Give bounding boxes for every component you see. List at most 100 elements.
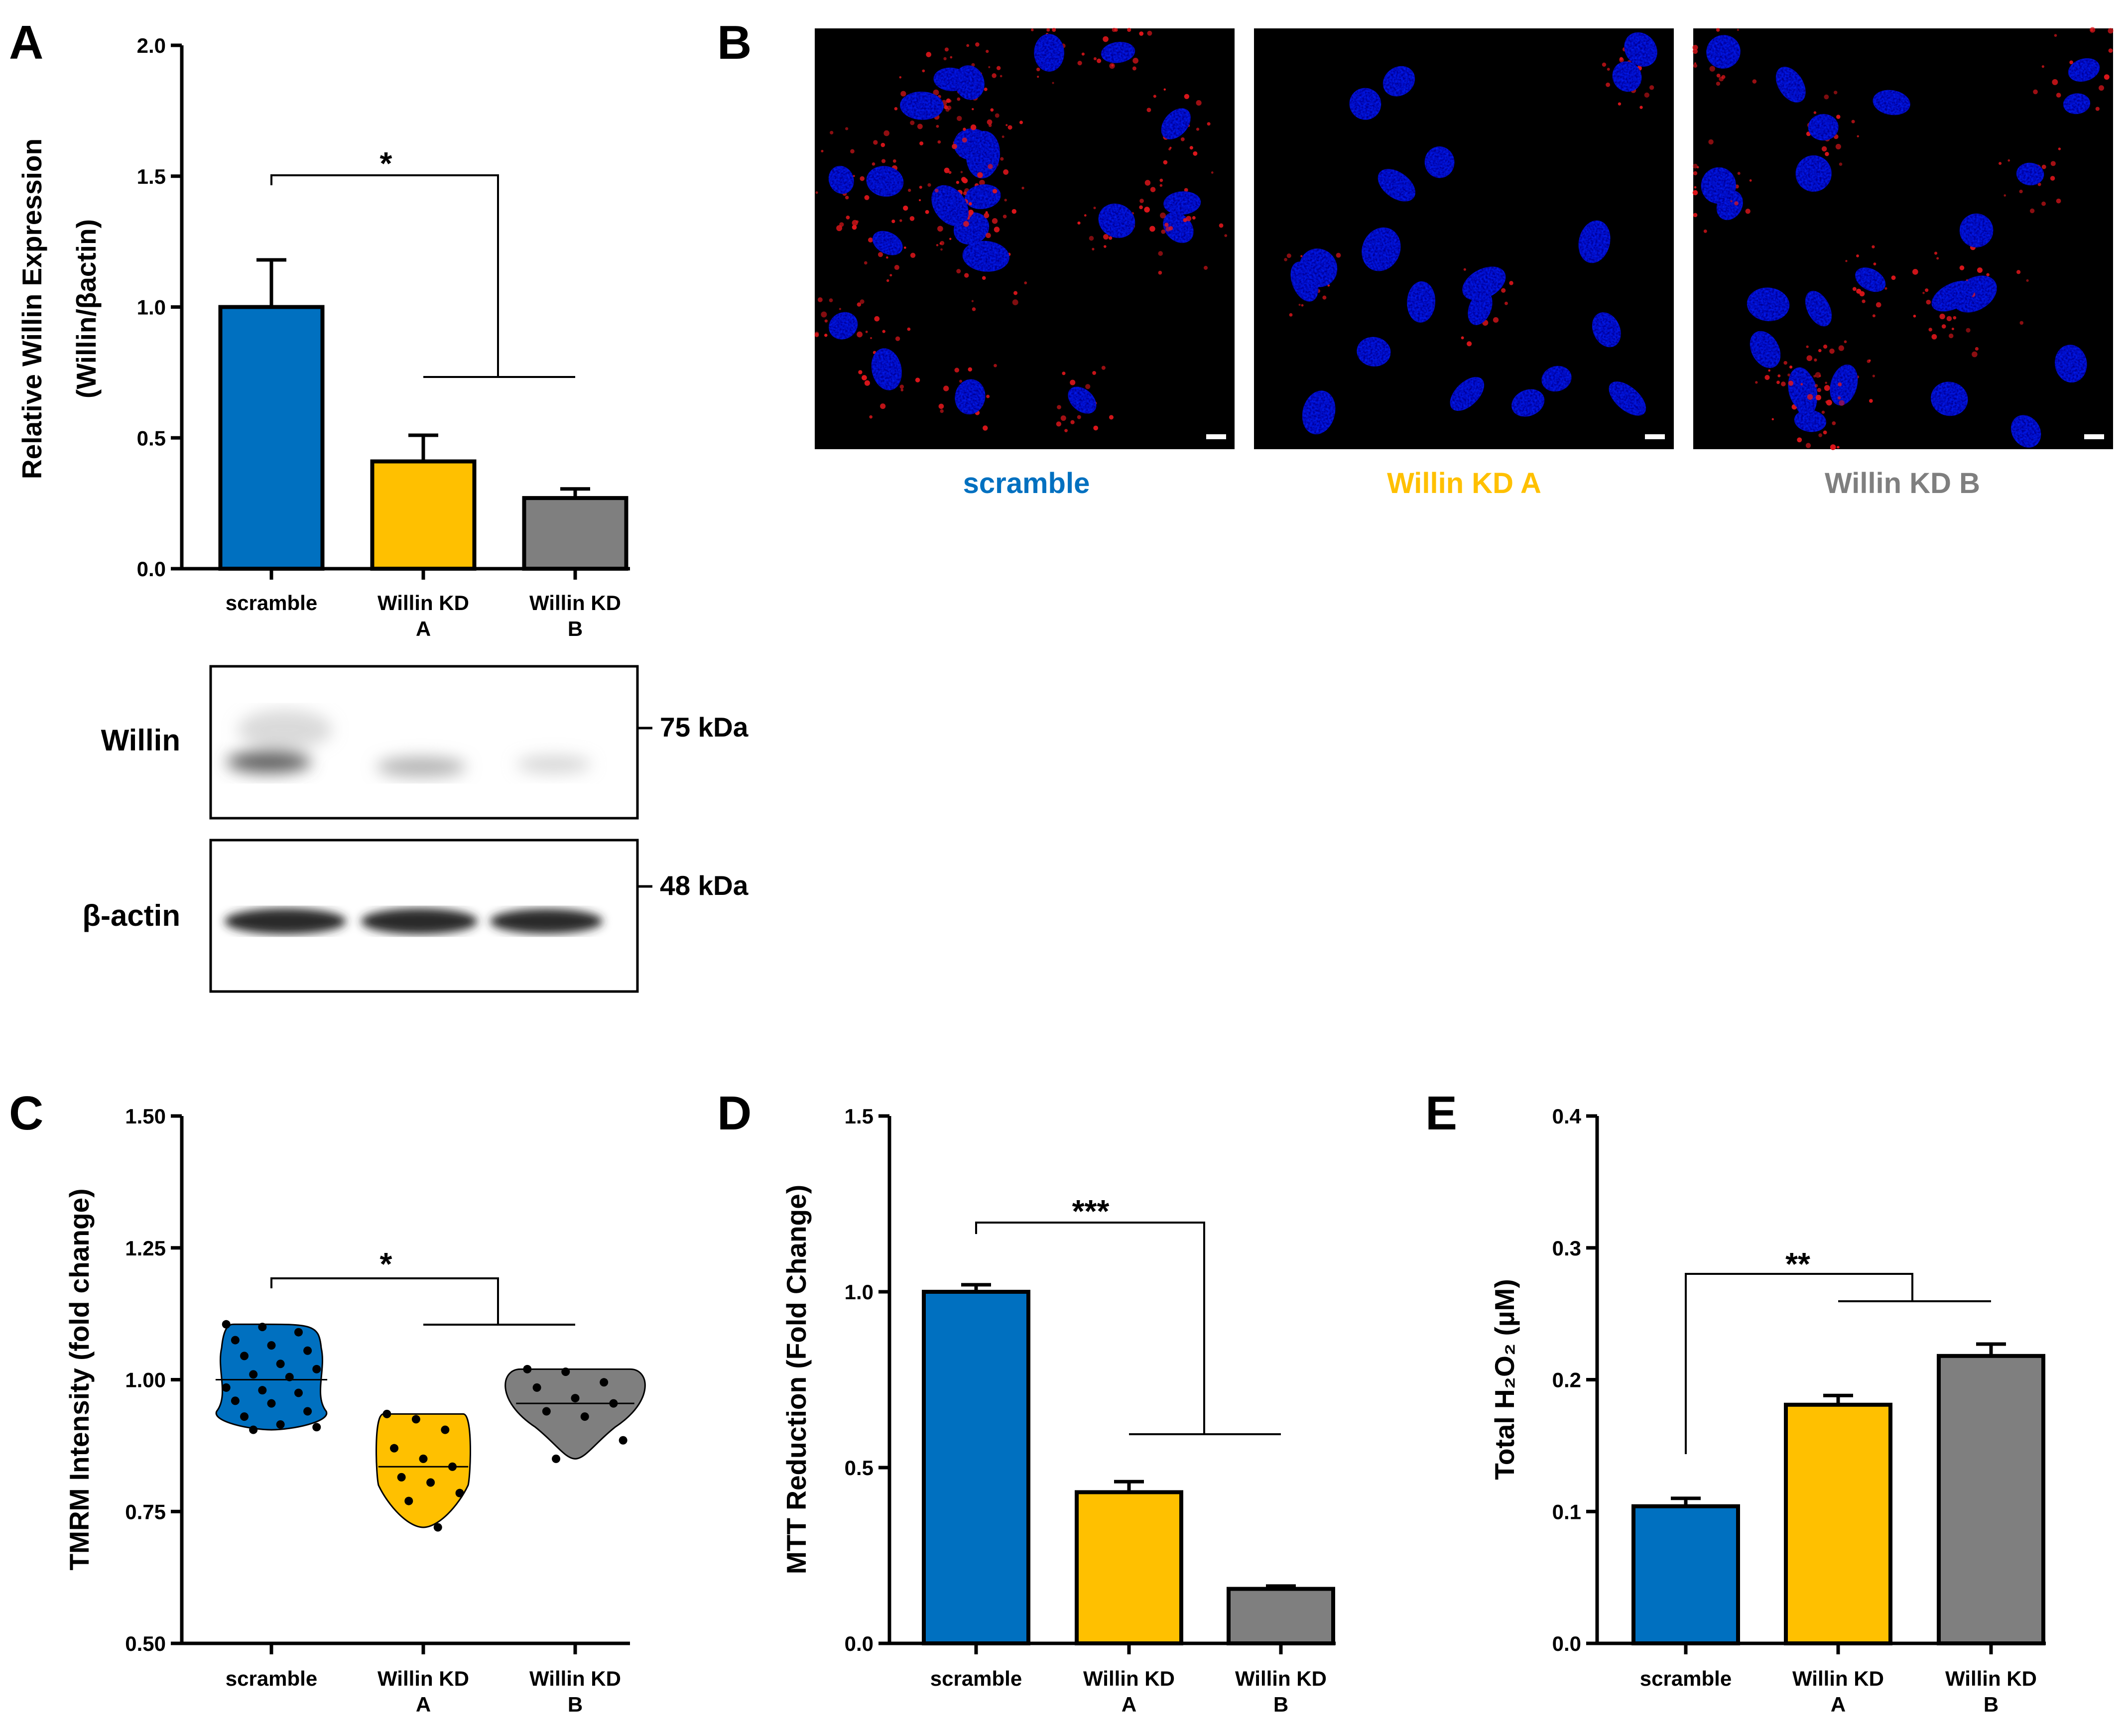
mitochondria-speck <box>1092 248 1095 250</box>
mitochondria-speck <box>1012 299 1018 306</box>
charte-category-sublabel: B <box>1984 1693 1999 1716</box>
charta-y-tick-label: 1.0 <box>137 296 166 319</box>
chartd-y-tick-label: 1.5 <box>845 1105 874 1128</box>
nucleus <box>866 166 904 197</box>
mitochondria-speck <box>926 52 932 57</box>
chartc-data-point <box>222 1383 231 1392</box>
actin-bands <box>225 908 603 934</box>
mitochondria-speck <box>1852 287 1857 291</box>
nucleus <box>1578 220 1611 263</box>
mitochondria-speck <box>824 319 828 323</box>
nucleus <box>828 166 854 194</box>
chartc-violin <box>504 1368 646 1460</box>
mitochondria-speck <box>1111 64 1114 67</box>
nucleus <box>1805 291 1832 327</box>
mitochondria-speck <box>956 269 961 274</box>
mitochondria-speck <box>1089 236 1094 241</box>
mitochondria-speck <box>910 252 916 258</box>
mitochondria-speck <box>1467 341 1472 347</box>
nucleus <box>1794 410 1827 432</box>
mitochondria-speck <box>2052 79 2058 85</box>
chartc-data-point <box>600 1378 609 1387</box>
mitochondria-speck <box>963 191 967 195</box>
mitochondria-speck <box>1856 254 1859 257</box>
chartd-bar <box>1075 1490 1183 1645</box>
mitochondria-speck <box>963 221 969 227</box>
mitochondria-speck <box>1817 388 1822 392</box>
mitochondria-speck <box>957 97 961 101</box>
mitochondria-speck <box>996 66 1001 70</box>
nucleus <box>1101 42 1135 63</box>
mitochondria-speck <box>839 222 844 227</box>
mitochondria-speck <box>1787 373 1791 376</box>
mitochondria-speck <box>829 298 833 302</box>
actin-row-label: β-actin <box>82 899 180 932</box>
mitochondria-speck <box>1941 324 1946 329</box>
chartc-sig-stars: * <box>380 1246 392 1282</box>
mitochondria-speck <box>983 425 988 431</box>
mitochondria-speck <box>1144 207 1150 213</box>
charte-sig-stars: ** <box>1785 1246 1810 1282</box>
mitochondria-speck <box>1004 199 1007 202</box>
mitochondria-speck <box>1189 146 1193 150</box>
mitochondria-speck <box>1300 255 1303 257</box>
charta-category-label: Willin KD <box>377 591 469 615</box>
mitochondria-speck <box>1819 375 1821 377</box>
panel-a-letter: A <box>9 16 43 69</box>
marker-75-label: 75 kDa <box>660 712 749 743</box>
mitochondria-speck <box>860 299 865 304</box>
charte-category-label: Willin KD <box>1945 1667 2037 1690</box>
mitochondria-speck <box>870 337 873 339</box>
mitochondria-speck <box>864 195 870 200</box>
mitochondria-speck <box>1836 115 1841 119</box>
mitochondria-speck <box>992 189 998 194</box>
mitochondria-speck <box>899 219 902 222</box>
mitochondria-speck <box>1180 137 1185 141</box>
mitochondria-speck <box>2037 182 2041 186</box>
mitochondria-speck <box>2029 208 2035 214</box>
mitochondria-speck <box>1815 394 1821 400</box>
mitochondria-speck <box>821 311 827 318</box>
mitochondria-speck <box>1024 281 1027 284</box>
chartc-data-point <box>455 1488 464 1497</box>
mitochondria-speck <box>1925 288 1929 292</box>
mitochondria-speck <box>880 403 886 409</box>
mitochondria-speck <box>949 238 952 240</box>
mitochondria-speck <box>1716 28 1720 32</box>
chartc-data-point <box>382 1409 391 1418</box>
mitochondria-speck <box>1876 302 1881 308</box>
charta-bar <box>522 496 628 571</box>
chartc-y-tick-label: 1.50 <box>125 1105 166 1128</box>
mitochondria-speck <box>1696 166 1699 169</box>
mitochondria-speck <box>943 57 947 61</box>
mitochondria-speck <box>1160 212 1166 219</box>
mitochondria-speck <box>1776 380 1780 384</box>
mitochondria-speck <box>1644 92 1650 98</box>
mitochondria-speck <box>1939 313 1945 320</box>
chartc-data-point <box>433 1523 442 1532</box>
mitochondria-speck <box>957 116 962 121</box>
chartc-data-point <box>294 1328 303 1337</box>
chartd-y-tick-label: 0.5 <box>845 1456 874 1480</box>
charte-y-axis-label: Total H₂O₂ (µM) <box>1489 1279 1520 1480</box>
mitochondria-speck <box>1781 381 1786 386</box>
mitochondria-speck <box>1159 184 1163 187</box>
mitochondria-speck <box>2026 279 2029 282</box>
mitochondria-speck <box>824 334 828 337</box>
mitochondria-speck <box>1716 81 1721 86</box>
charta-bar <box>370 459 477 571</box>
mitochondria-speck <box>2104 74 2110 80</box>
mitochondria-speck <box>1097 58 1102 63</box>
mitochondria-speck <box>2003 194 2006 197</box>
mitochondria-speck <box>1872 374 1875 377</box>
mitochondria-speck <box>944 47 949 52</box>
mitochondria-speck <box>1031 28 1034 31</box>
nucleus <box>1959 213 1994 248</box>
mitochondria-speck <box>1839 400 1845 406</box>
mitochondria-speck <box>1322 295 1327 300</box>
mitochondria-speck <box>988 164 993 169</box>
mitochondria-speck <box>2090 28 2093 31</box>
mitochondria-speck <box>961 177 967 182</box>
micrograph-cell-group <box>1692 27 2114 450</box>
chartc-data-point <box>258 1386 267 1395</box>
